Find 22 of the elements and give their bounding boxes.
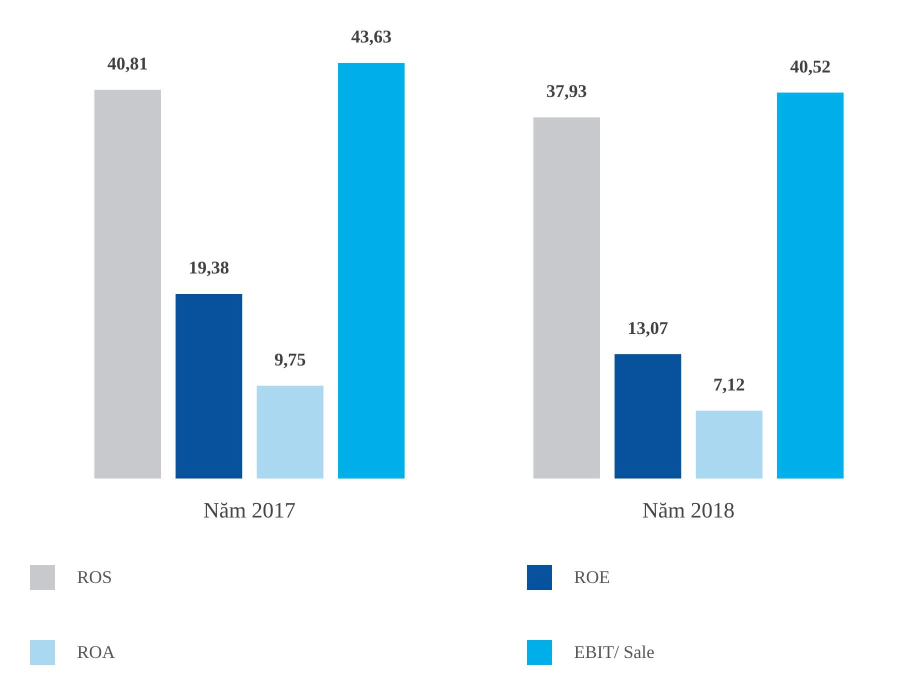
legend-label: ROE (574, 567, 610, 588)
bar (533, 117, 600, 479)
legend-label: ROA (77, 642, 116, 663)
bar (338, 63, 405, 479)
data-label: 19,38 (188, 258, 230, 278)
bar (94, 90, 161, 479)
x-tick-label: Năm 2017 (203, 498, 296, 523)
data-label: 13,07 (628, 318, 668, 338)
bar (777, 92, 844, 479)
data-label: 9,75 (274, 349, 306, 370)
legend-label: EBIT/ Sale (574, 642, 654, 663)
bar (256, 386, 324, 479)
legend-label: ROS (77, 567, 112, 588)
bar (696, 410, 762, 479)
data-label: 37,93 (546, 80, 587, 101)
x-tick-label: Năm 2018 (642, 498, 735, 523)
data-label: 7,12 (713, 374, 745, 394)
data-label: 40,52 (790, 56, 831, 76)
data-label: 43,63 (351, 26, 392, 47)
data-label: 40,81 (107, 54, 148, 74)
bar (614, 354, 682, 479)
bar (176, 294, 242, 479)
